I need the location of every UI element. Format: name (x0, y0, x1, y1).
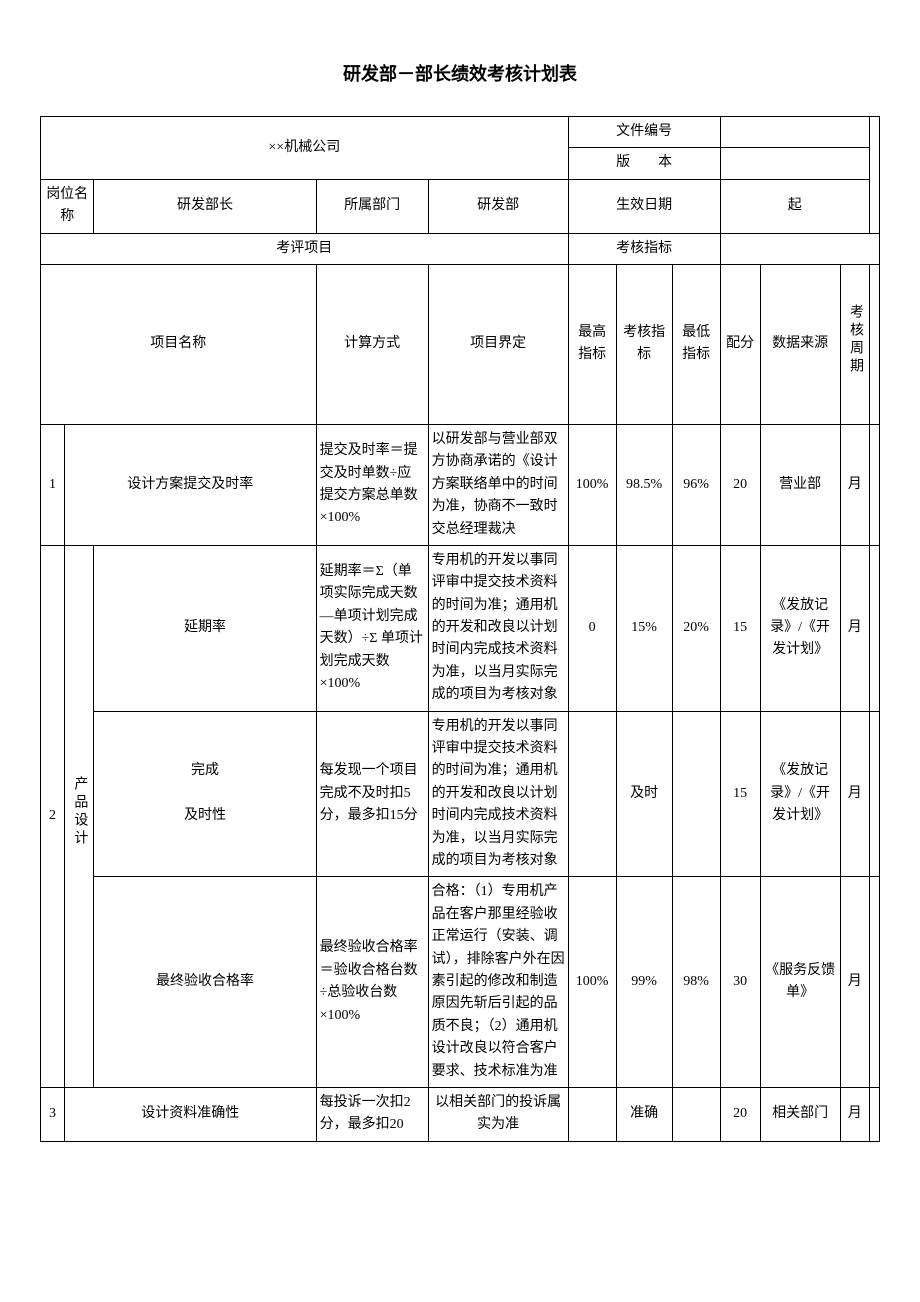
row-min (672, 1087, 720, 1141)
row-calc: 最终验收合格率＝验收合格台数÷总验收台数×100% (316, 877, 428, 1088)
page-title: 研发部－部长绩效考核计划表 (40, 60, 880, 86)
col-max-metric: 最高指标 (568, 264, 616, 424)
row-min (672, 711, 720, 877)
row-pad (870, 424, 880, 545)
row-def: 以相关部门的投诉属实为准 (428, 1087, 568, 1141)
row-category: 产品设计 (65, 545, 94, 1087)
col-project-def: 项目界定 (428, 264, 568, 424)
row-def: 以研发部与营业部双方协商承诺的《设计方案联络单中的时间为准，协商不一致时交总经理… (428, 424, 568, 545)
row-max: 100% (568, 424, 616, 545)
col-period: 考核周期 (840, 264, 869, 424)
row-mid: 准确 (616, 1087, 672, 1141)
row-min: 96% (672, 424, 720, 545)
performance-table: ××机械公司 文件编号 版 本 岗位名称 研发部长 所属部门 研发部 生效日期 … (40, 116, 880, 1142)
row-pad (870, 877, 880, 1088)
row-mid: 及时 (616, 711, 672, 877)
header-row-3: 岗位名称 研发部长 所属部门 研发部 生效日期 起 (41, 179, 880, 233)
table-row: 3 设计资料准确性 每投诉一次扣2分，最多扣20 以相关部门的投诉属实为准 准确… (41, 1087, 880, 1141)
table-row: 2 产品设计 延期率 延期率＝Σ（单项实际完成天数—单项计划完成天数）÷Σ 单项… (41, 545, 880, 711)
section-header-row: 考评项目 考核指标 (41, 233, 880, 264)
version-label: 版 本 (568, 148, 720, 179)
row-src: 相关部门 (760, 1087, 840, 1141)
row-pad (870, 545, 880, 711)
effective-label: 生效日期 (568, 179, 720, 233)
col-score: 配分 (720, 264, 760, 424)
row-period: 月 (840, 545, 869, 711)
position-value: 研发部长 (94, 179, 316, 233)
row-def: 专用机的开发以事同评审中提交技术资料的时间为准；通用机的开发和改良以计划时间内完… (428, 545, 568, 711)
doc-no-label: 文件编号 (568, 117, 720, 148)
row-pad (870, 711, 880, 877)
row-name: 完成 及时性 (94, 711, 316, 877)
row-score: 30 (720, 877, 760, 1088)
row-name: 延期率 (94, 545, 316, 711)
row-period: 月 (840, 424, 869, 545)
row-name: 最终验收合格率 (94, 877, 316, 1088)
row-mid: 15% (616, 545, 672, 711)
row-def: 专用机的开发以事同评审中提交技术资料的时间为准；通用机的开发和改良以计划时间内完… (428, 711, 568, 877)
table-row: 最终验收合格率 最终验收合格率＝验收合格台数÷总验收台数×100% 合格：（1）… (41, 877, 880, 1088)
header-right-pad (870, 117, 880, 234)
row-max: 100% (568, 877, 616, 1088)
row-period: 月 (840, 711, 869, 877)
col-project-name: 项目名称 (41, 264, 317, 424)
row-idx: 1 (41, 424, 65, 545)
header-row-1: ××机械公司 文件编号 (41, 117, 880, 148)
row-src: 《发放记录》/《开发计划》 (760, 711, 840, 877)
col-data-source: 数据来源 (760, 264, 840, 424)
row-calc: 延期率＝Σ（单项实际完成天数—单项计划完成天数）÷Σ 单项计划完成天数×100% (316, 545, 428, 711)
row-mid: 98.5% (616, 424, 672, 545)
row-calc: 每投诉一次扣2分，最多扣20 (316, 1087, 428, 1141)
effective-value: 起 (720, 179, 869, 233)
row-calc: 提交及时率＝提交及时单数÷应提交方案总单数×100% (316, 424, 428, 545)
dept-label: 所属部门 (316, 179, 428, 233)
eval-metric-header: 考核指标 (568, 233, 720, 264)
row-pad (870, 1087, 880, 1141)
row-min: 98% (672, 877, 720, 1088)
row-max: 0 (568, 545, 616, 711)
row-score: 15 (720, 711, 760, 877)
table-row: 1 设计方案提交及时率 提交及时率＝提交及时单数÷应提交方案总单数×100% 以… (41, 424, 880, 545)
dept-value: 研发部 (428, 179, 568, 233)
row-calc: 每发现一个项目完成不及时扣5分，最多扣15分 (316, 711, 428, 877)
position-label: 岗位名称 (41, 179, 94, 233)
row-max (568, 711, 616, 877)
row-src: 营业部 (760, 424, 840, 545)
row-mid: 99% (616, 877, 672, 1088)
eval-project-header: 考评项目 (41, 233, 569, 264)
row-period: 月 (840, 877, 869, 1088)
row-name: 设计资料准确性 (65, 1087, 317, 1141)
row-idx: 2 (41, 545, 65, 1087)
company-cell: ××机械公司 (41, 117, 569, 180)
version-value (720, 148, 869, 179)
row-score: 15 (720, 545, 760, 711)
row-score: 20 (720, 424, 760, 545)
row-score: 20 (720, 1087, 760, 1141)
row-min: 20% (672, 545, 720, 711)
doc-no-value (720, 117, 869, 148)
row-max (568, 1087, 616, 1141)
row-period: 月 (840, 1087, 869, 1141)
row-idx: 3 (41, 1087, 65, 1141)
row-def: 合格：（1）专用机产品在客户那里经验收正常运行（安装、调试），排除客户外在因素引… (428, 877, 568, 1088)
col-min-metric: 最低指标 (672, 264, 720, 424)
row-src: 《发放记录》/《开发计划》 (760, 545, 840, 711)
table-row: 完成 及时性 每发现一个项目完成不及时扣5分，最多扣15分 专用机的开发以事同评… (41, 711, 880, 877)
column-header-row: 项目名称 计算方式 项目界定 最高指标 考核指标 最低指标 配分 数据来源 考核… (41, 264, 880, 424)
col-header-pad (870, 264, 880, 424)
section-header-pad (720, 233, 879, 264)
col-eval-metric: 考核指标 (616, 264, 672, 424)
col-calc-method: 计算方式 (316, 264, 428, 424)
row-src: 《服务反馈单》 (760, 877, 840, 1088)
row-name: 设计方案提交及时率 (65, 424, 317, 545)
